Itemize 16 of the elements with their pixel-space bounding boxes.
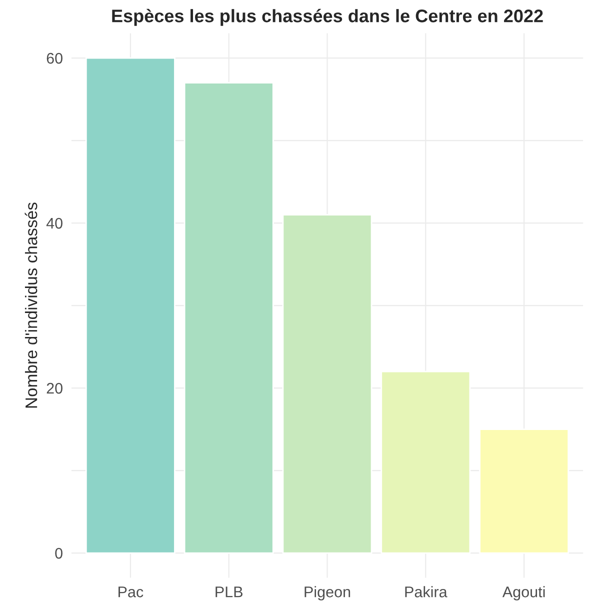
y-tick-label: 40 (46, 218, 62, 229)
y-tick-label: 0 (55, 548, 62, 559)
x-tick-label: Pigeon (304, 586, 350, 600)
x-tick-label: Pakira (405, 586, 448, 598)
y-tick-label: 60 (46, 52, 62, 64)
bar (282, 214, 372, 554)
chart-title: Espèces les plus chassées dans le Centre en 2022 (112, 8, 543, 26)
bar (184, 82, 274, 554)
y-tick-label: 20 (46, 382, 62, 394)
x-tick-label: PLB (216, 586, 242, 598)
x-tick-label: Agouti (502, 586, 545, 600)
y-axis-title: Nombre d'individus chassés (24, 202, 38, 408)
x-tick-label: Pac (118, 586, 144, 598)
bar (85, 57, 176, 554)
bar (380, 370, 471, 554)
bar (479, 428, 570, 554)
